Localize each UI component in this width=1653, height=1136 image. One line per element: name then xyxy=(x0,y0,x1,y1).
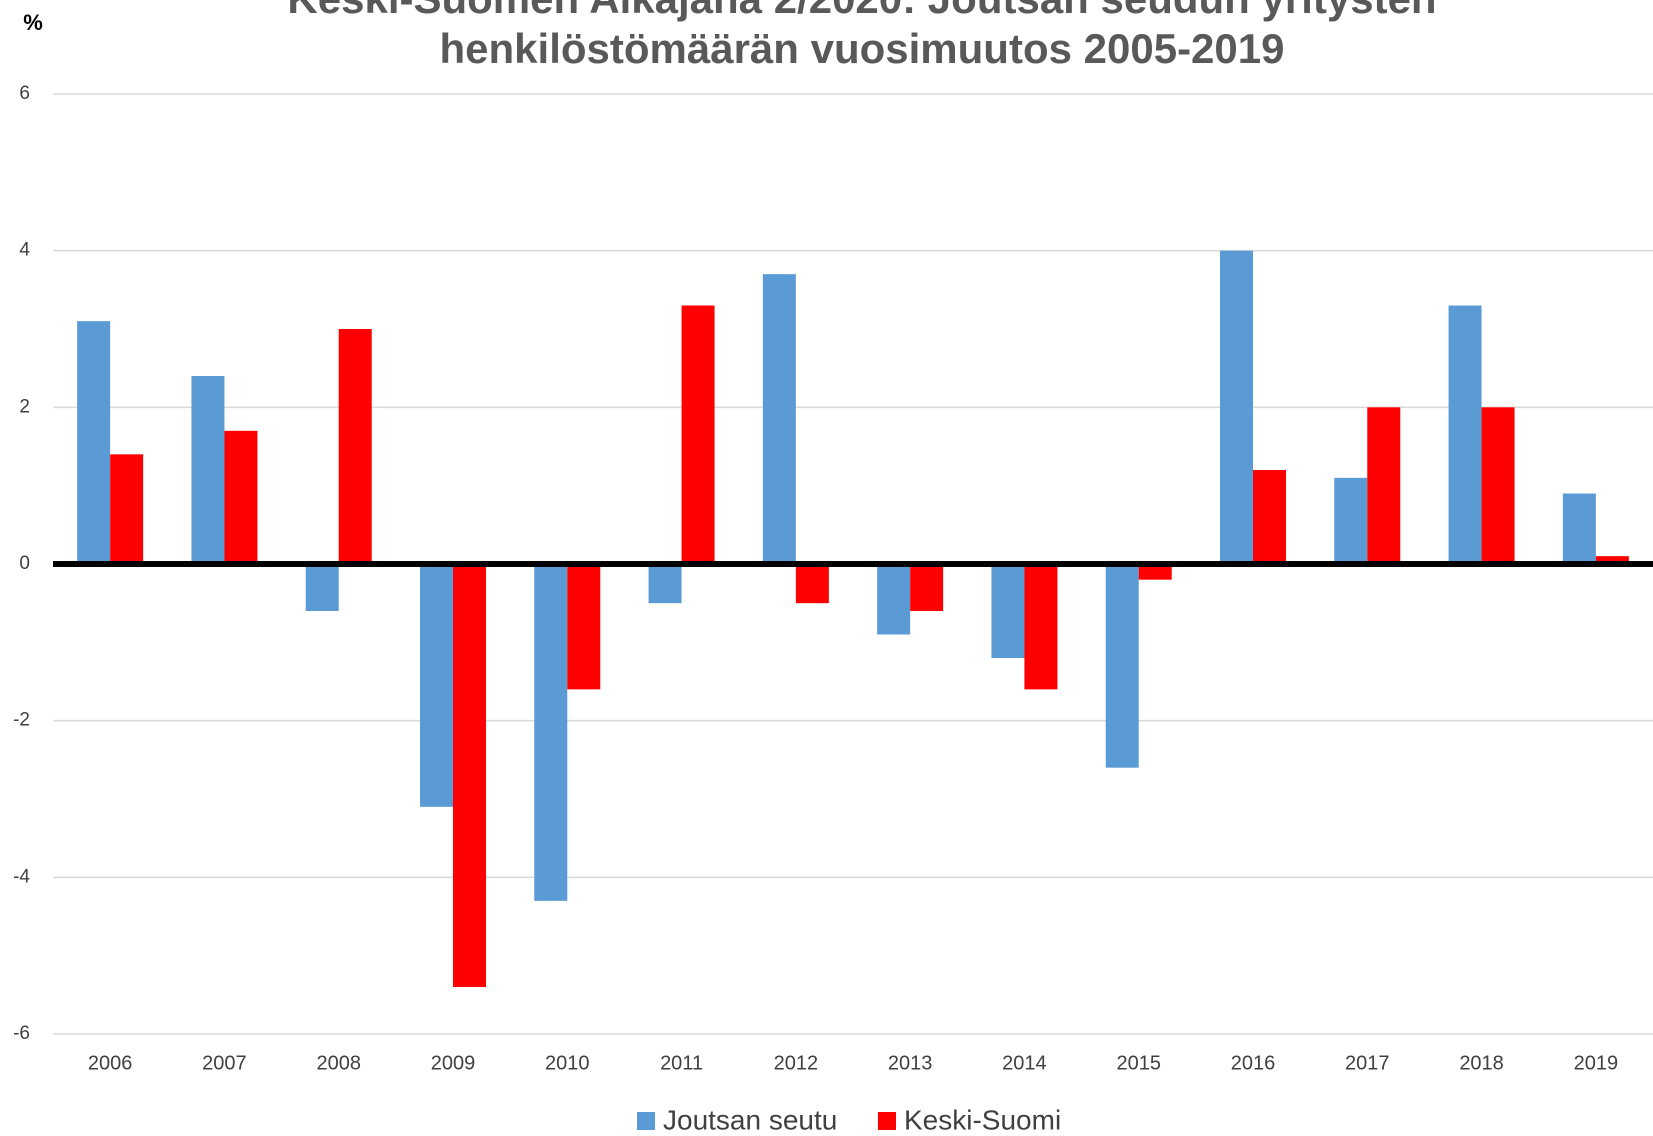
bar xyxy=(1448,305,1482,564)
y-tick-label: -2 xyxy=(13,710,30,731)
y-tick-label: 0 xyxy=(19,553,30,574)
legend-swatch xyxy=(637,1112,655,1130)
bar xyxy=(1105,564,1139,768)
x-tick-label: 2015 xyxy=(1116,1052,1161,1074)
bar xyxy=(991,564,1025,658)
bar xyxy=(762,274,796,564)
bar xyxy=(1334,477,1368,564)
bar xyxy=(224,430,258,564)
bar xyxy=(1367,407,1401,564)
y-axis-label: % xyxy=(23,10,43,35)
x-tick-label: 2018 xyxy=(1459,1052,1504,1074)
bar xyxy=(534,564,568,901)
bar xyxy=(648,564,682,604)
bar xyxy=(567,564,601,690)
x-tick-label: 2006 xyxy=(88,1052,133,1074)
bar xyxy=(1220,250,1253,564)
y-tick-label: -6 xyxy=(13,1023,30,1044)
bar xyxy=(681,305,715,564)
legend-label: Joutsan seutu xyxy=(663,1104,837,1135)
x-tick-label: 2007 xyxy=(202,1052,247,1074)
x-tick-label: 2014 xyxy=(1002,1052,1047,1074)
y-tick-label: -4 xyxy=(13,866,30,887)
bar xyxy=(1024,564,1058,690)
chart-title: Keski-Suomen Aikajana 2/2020: Joutsan se… xyxy=(287,0,1436,22)
bar xyxy=(338,329,372,564)
x-tick-label: 2012 xyxy=(774,1052,819,1074)
chart-title: henkilöstömäärän vuosimuutos 2005-2019 xyxy=(440,25,1285,72)
bar xyxy=(77,321,111,564)
legend-swatch xyxy=(878,1112,896,1130)
bar xyxy=(191,376,225,564)
x-tick-label: 2011 xyxy=(660,1052,703,1074)
bar xyxy=(1138,564,1172,580)
bar xyxy=(910,564,944,611)
x-tick-label: 2009 xyxy=(431,1052,476,1074)
x-tick-label: 2016 xyxy=(1231,1052,1276,1074)
bar xyxy=(110,454,144,564)
legend-label: Keski-Suomi xyxy=(904,1104,1061,1135)
x-tick-label: 2008 xyxy=(316,1052,361,1074)
bar xyxy=(305,564,339,611)
x-tick-label: 2019 xyxy=(1574,1052,1619,1074)
bar xyxy=(1481,407,1515,564)
x-tick-label: 2010 xyxy=(545,1052,590,1074)
y-tick-label: 6 xyxy=(19,83,30,104)
bar xyxy=(795,564,829,604)
y-tick-label: 2 xyxy=(19,396,30,417)
y-tick-label: 4 xyxy=(19,240,30,261)
bar xyxy=(1253,470,1286,564)
bar xyxy=(453,564,486,987)
x-tick-label: 2017 xyxy=(1345,1052,1390,1074)
x-tick-label: 2013 xyxy=(888,1052,933,1074)
bar xyxy=(1562,493,1596,564)
bar xyxy=(877,564,911,635)
bar xyxy=(420,564,453,807)
bar xyxy=(1595,556,1629,564)
